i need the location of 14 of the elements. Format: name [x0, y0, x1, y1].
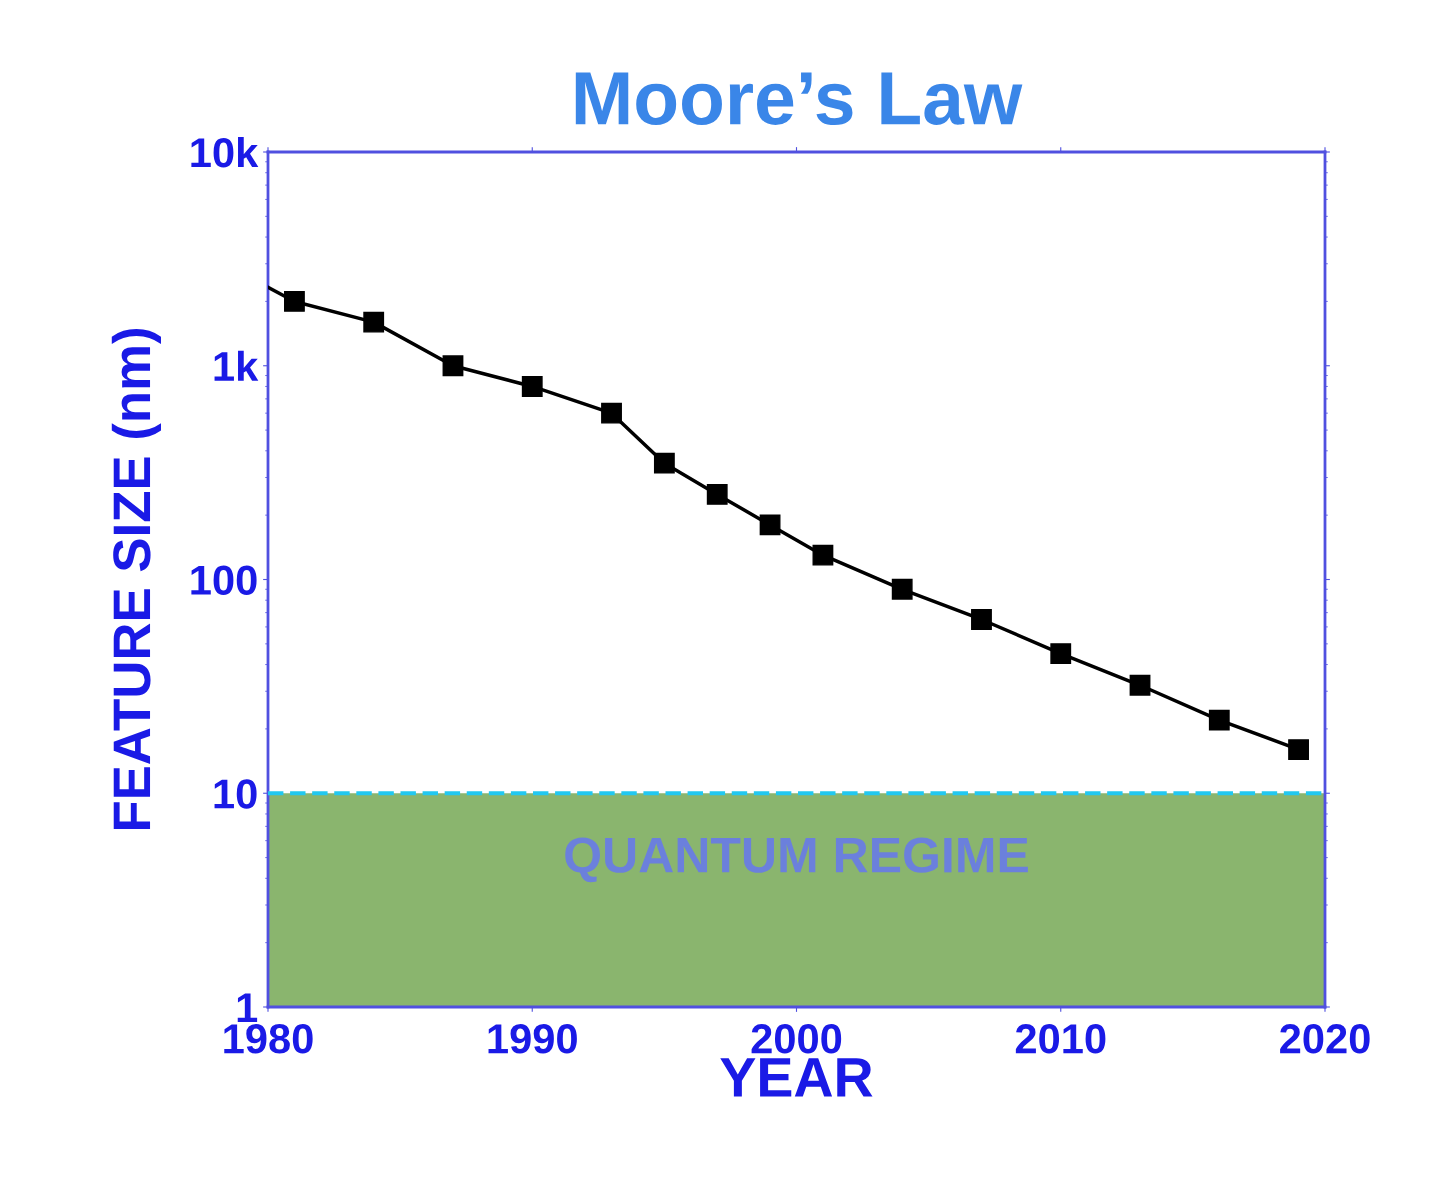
y-tick-label: 10 — [214, 779, 257, 809]
y-tick-label: 1 — [237, 993, 258, 1023]
y-tick-label: 1k — [214, 350, 259, 381]
y-tick-label: 100 — [191, 565, 257, 596]
chart-title: Moore’s Law — [575, 72, 1023, 125]
x-tick-label: 1980 — [224, 1024, 313, 1054]
y-axis-title: FEATURE SIZE (nm) — [111, 328, 161, 830]
x-tick-label: 2020 — [1280, 1024, 1370, 1054]
x-axis-title: YEAR — [720, 1058, 873, 1097]
band-label: QUANTUM REGIME — [565, 837, 1028, 883]
x-tick-label: 2000 — [751, 1024, 842, 1054]
x-tick-label: 2010 — [1015, 1024, 1106, 1054]
y-tick-label: 10k — [191, 136, 259, 168]
x-tick-label: 1990 — [488, 1024, 577, 1054]
